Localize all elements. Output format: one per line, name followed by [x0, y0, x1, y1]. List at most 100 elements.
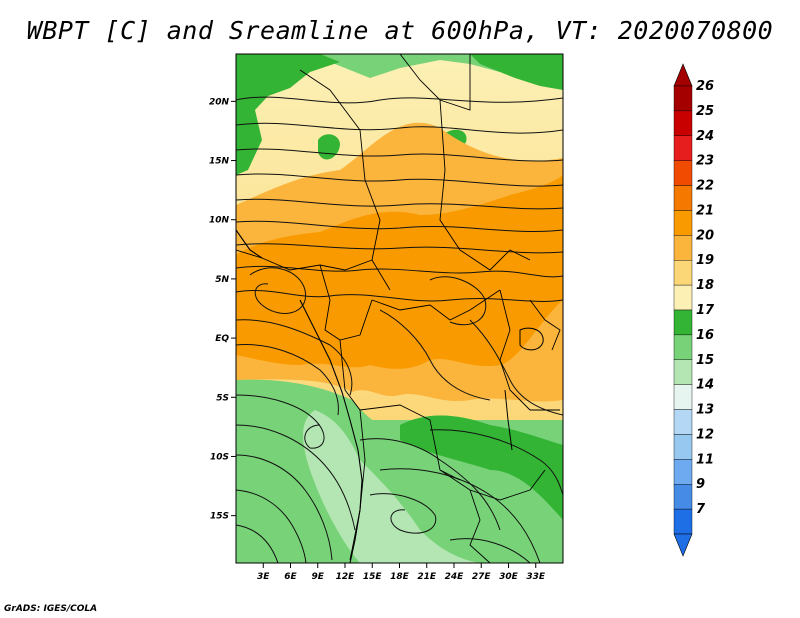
streamline	[236, 148, 563, 162]
streamline	[236, 454, 333, 561]
colorbar-swatch	[673, 160, 693, 186]
border	[499, 289, 560, 411]
wbpt-zone-17-se	[400, 415, 563, 520]
border	[439, 99, 531, 271]
colorbar-level-label: 21	[696, 203, 714, 218]
streamline	[236, 220, 563, 232]
streamline	[236, 173, 563, 187]
streamline	[379, 309, 491, 401]
colorbar-level-label: 15	[696, 353, 714, 368]
border	[236, 249, 373, 271]
lon-tick-label: 18E	[390, 572, 410, 582]
streamline	[236, 394, 325, 449]
streamline	[236, 424, 356, 531]
latitude-axis: 20N 15N 10N 5N EQ 5S 10S 15S	[209, 97, 236, 522]
lon-tick-label: 33E	[526, 572, 546, 582]
colorbar-level-label: 16	[696, 328, 714, 343]
colorbar-swatch	[673, 110, 693, 136]
lon-tick-label: 30E	[499, 572, 519, 582]
wbpt-field	[236, 54, 563, 563]
wbpt-zone-16	[303, 410, 480, 563]
chart-title: WBPT [C] and Sreamline at 600hPa, VT: 20…	[26, 16, 774, 45]
wbpt-zone-21	[236, 175, 563, 369]
border	[469, 489, 491, 563]
lon-tick-label: 24E	[445, 572, 465, 582]
colorbar-level-label: 7	[696, 502, 706, 517]
streamline	[449, 538, 531, 563]
border	[529, 299, 561, 351]
lat-tick-label: 10S	[210, 452, 229, 462]
colorbar-swatch	[673, 484, 693, 510]
wbpt-zone-17-nw	[236, 54, 340, 175]
border	[349, 409, 366, 561]
streamline	[236, 344, 339, 416]
border	[371, 289, 501, 321]
colorbar-level-label: 24	[696, 129, 714, 144]
lon-tick-label: 3E	[257, 572, 270, 582]
streamline	[236, 489, 307, 563]
colorbar-level-label: 20	[696, 228, 714, 243]
colorbar-swatch	[673, 260, 693, 286]
footer-credit: GrADS: IGES/COLA	[4, 604, 98, 614]
streamline	[249, 267, 306, 314]
colorbar-swatch	[673, 434, 693, 460]
streamline	[379, 468, 541, 563]
lon-tick-label: 6E	[284, 572, 297, 582]
colorbar-level-label: 23	[696, 154, 714, 169]
colorbar-swatch	[673, 210, 693, 236]
colorbar-swatch	[673, 409, 693, 435]
colorbar-swatch	[673, 309, 693, 336]
lat-tick-label: 15N	[209, 157, 230, 167]
colorbar-level-label: 22	[696, 179, 714, 194]
lat-tick-label: 5N	[215, 275, 229, 285]
border	[439, 469, 546, 501]
streamline	[236, 122, 563, 134]
streamline	[236, 319, 353, 396]
colorbar-level-label: 25	[696, 104, 714, 119]
streamline	[469, 319, 563, 416]
colorbar-level-label: 26	[696, 79, 714, 94]
colorbar-labels: 26 25 24 23 22 21 20 19 18 17 16 15 14 13 12 11 9 7	[696, 79, 715, 517]
colorbar-swatch	[673, 135, 693, 161]
streamline	[236, 198, 563, 210]
wbpt-zone-17-ne	[470, 54, 563, 90]
lon-tick-label: 9E	[312, 572, 325, 582]
lat-tick-label: 15S	[210, 512, 229, 522]
colorbar-boxes	[673, 63, 693, 557]
colorbar-swatch	[673, 85, 693, 112]
lat-tick-label: 5S	[216, 393, 229, 403]
colorbar-level-label: 11	[696, 452, 714, 467]
colorbar-level-label: 18	[696, 278, 714, 293]
colorbar-swatch	[673, 384, 693, 410]
colorbar-swatch	[673, 459, 693, 485]
colorbar-level-label: 9	[696, 477, 705, 492]
colorbar-swatch	[673, 185, 693, 211]
lat-tick-label: 10N	[209, 216, 230, 226]
streamline	[236, 265, 563, 278]
lake-victoria	[519, 327, 544, 351]
country-borders	[236, 54, 561, 563]
streamline	[236, 524, 279, 563]
streamlines	[236, 96, 563, 563]
colorbar-swatch	[673, 359, 693, 385]
colorbar-bottom-arrow	[673, 533, 693, 557]
streamline	[236, 289, 563, 302]
colorbar-top-arrow	[673, 63, 693, 87]
streamline	[236, 96, 563, 104]
lat-tick-label: 20N	[209, 97, 230, 107]
colorbar-level-label: 13	[696, 403, 714, 418]
streamline	[429, 429, 563, 496]
lon-tick-label: 12E	[336, 572, 356, 582]
colorbar-swatch	[673, 235, 693, 261]
coastline	[236, 229, 363, 563]
colorbar-level-label: 14	[696, 378, 714, 393]
longitude-axis: 3E 6E 9E 12E 15E 18E 21E 24E 27E 30E 33E	[257, 563, 546, 582]
lon-tick-label: 15E	[363, 572, 383, 582]
border	[319, 264, 373, 341]
streamline	[369, 493, 437, 534]
colorbar-swatch	[673, 508, 693, 535]
lon-tick-label: 21E	[417, 572, 437, 582]
colorbar-level-label: 12	[696, 427, 714, 442]
